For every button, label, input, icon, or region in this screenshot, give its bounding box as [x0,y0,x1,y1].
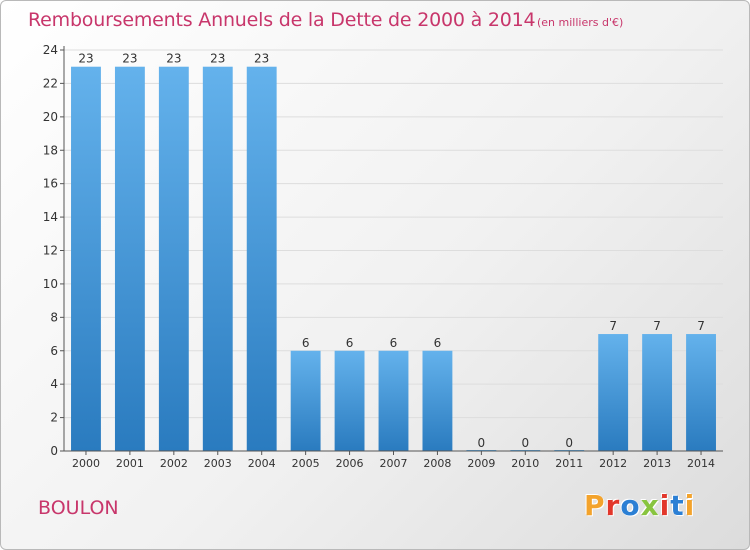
y-tick-label: 10 [43,277,58,291]
data-label: 7 [653,319,661,333]
x-tick-label: 2011 [555,457,583,470]
proxiti-logo[interactable]: Proxiti [584,489,696,522]
bar-2013 [642,334,673,451]
y-tick-label: 16 [43,177,58,191]
y-tick-label: 24 [43,43,58,57]
y-tick-label: 8 [50,310,58,324]
data-label: 23 [166,52,181,66]
data-label: 0 [521,436,529,450]
x-tick-label: 2007 [380,457,408,470]
y-tick-label: 12 [43,244,58,258]
chart-title: Remboursements Annuels de la Dette de 20… [28,9,536,31]
bar-2014 [686,334,716,451]
data-label: 7 [609,319,617,333]
data-label: 6 [434,336,442,350]
data-label: 23 [254,52,269,66]
data-label: 6 [390,336,398,350]
bar-2012 [598,334,629,451]
chart-subtitle: (en milliers d'€) [537,16,624,29]
data-label: 6 [302,336,310,350]
x-tick-label: 2003 [204,457,232,470]
data-label: 0 [478,436,486,450]
x-tick-label: 2009 [467,457,495,470]
bar-2003 [202,66,233,451]
x-tick-label: 2001 [116,457,144,470]
data-label: 0 [565,436,573,450]
x-tick-label: 2000 [72,457,100,470]
bar-2008 [422,350,453,451]
data-label: 23 [78,52,93,66]
x-tick-label: 2002 [160,457,188,470]
x-tick-label: 2008 [423,457,451,470]
data-label: 7 [697,319,705,333]
bar-2001 [114,66,145,451]
x-tick-label: 2004 [248,457,276,470]
bar-2007 [378,350,409,451]
data-label: 23 [122,52,137,66]
x-tick-label: 2006 [336,457,364,470]
y-tick-label: 6 [50,344,58,358]
x-tick-label: 2012 [599,457,627,470]
y-tick-label: 20 [43,110,58,124]
y-tick-label: 0 [50,444,58,458]
bar-2004 [246,66,277,451]
labels: 2000 23 2001 23 2002 23 2003 23 2004 23 2005 6 2006 6… [72,52,715,470]
y-tick-label: 22 [43,76,58,90]
bar-2002 [158,66,189,451]
y-tick-label: 18 [43,143,58,157]
y-tick-label: 2 [50,411,58,425]
bar-2000 [71,66,101,451]
x-tick-label: 2005 [292,457,320,470]
x-tick-label: 2013 [643,457,671,470]
bars [71,66,716,451]
data-label: 6 [346,336,354,350]
x-tick-label: 2010 [511,457,539,470]
y-tick-label: 4 [50,377,58,391]
data-label: 23 [210,52,225,66]
y-tick-label: 14 [43,210,58,224]
bar-2006 [334,350,365,451]
commune-name: BOULON [38,497,119,519]
x-tick-label: 2014 [687,457,715,470]
bar-2005 [290,350,321,451]
